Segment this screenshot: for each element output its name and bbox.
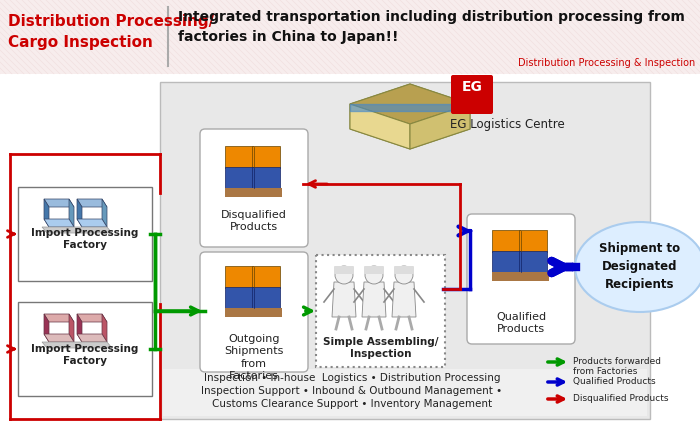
Text: Products forwarded
from Factories: Products forwarded from Factories — [573, 356, 661, 375]
FancyBboxPatch shape — [316, 255, 445, 367]
Text: Distribution Processing/
Cargo Inspection: Distribution Processing/ Cargo Inspectio… — [8, 14, 214, 50]
FancyBboxPatch shape — [252, 287, 280, 309]
Polygon shape — [362, 283, 386, 317]
Polygon shape — [44, 200, 74, 208]
FancyBboxPatch shape — [252, 147, 280, 169]
Text: Distribution Processing & Inspection: Distribution Processing & Inspection — [518, 58, 695, 68]
FancyBboxPatch shape — [160, 83, 650, 419]
FancyBboxPatch shape — [200, 252, 308, 372]
Text: Import Processing
Factory: Import Processing Factory — [32, 343, 139, 366]
FancyBboxPatch shape — [225, 287, 253, 309]
FancyBboxPatch shape — [252, 266, 280, 288]
FancyBboxPatch shape — [334, 266, 354, 274]
FancyBboxPatch shape — [18, 187, 152, 281]
FancyBboxPatch shape — [492, 251, 520, 273]
FancyBboxPatch shape — [225, 189, 282, 198]
FancyBboxPatch shape — [394, 266, 414, 274]
Ellipse shape — [575, 223, 700, 312]
Text: Disqualified
Products: Disqualified Products — [221, 209, 287, 232]
Text: EG: EG — [461, 80, 482, 94]
Text: Qualified
Products: Qualified Products — [496, 311, 546, 334]
FancyBboxPatch shape — [225, 308, 282, 317]
Polygon shape — [77, 200, 82, 227]
Text: Outgoing
Shipments
from
Factories: Outgoing Shipments from Factories — [224, 333, 284, 380]
FancyBboxPatch shape — [519, 251, 547, 273]
Polygon shape — [42, 342, 112, 348]
Circle shape — [335, 266, 353, 284]
Polygon shape — [410, 105, 470, 150]
Text: EG Logistics Centre: EG Logistics Centre — [450, 118, 565, 131]
Polygon shape — [77, 334, 107, 342]
Polygon shape — [392, 283, 416, 317]
FancyBboxPatch shape — [492, 230, 520, 252]
Circle shape — [395, 266, 413, 284]
Text: Qualified Products: Qualified Products — [573, 376, 656, 385]
Text: Simple Assembling/
Inspection: Simple Assembling/ Inspection — [323, 336, 439, 359]
Polygon shape — [350, 85, 470, 150]
FancyBboxPatch shape — [467, 215, 575, 344]
Polygon shape — [332, 283, 356, 317]
Polygon shape — [102, 200, 107, 227]
Polygon shape — [102, 314, 107, 342]
Text: Shipment to
Designated
Recipients: Shipment to Designated Recipients — [599, 241, 680, 290]
Polygon shape — [69, 200, 74, 227]
FancyBboxPatch shape — [18, 302, 152, 396]
Text: Disqualified Products: Disqualified Products — [573, 393, 668, 402]
FancyBboxPatch shape — [225, 168, 253, 190]
Polygon shape — [44, 200, 49, 227]
FancyBboxPatch shape — [200, 130, 308, 247]
FancyBboxPatch shape — [0, 0, 700, 75]
FancyBboxPatch shape — [451, 76, 493, 115]
Polygon shape — [44, 219, 74, 227]
Polygon shape — [44, 314, 49, 342]
Polygon shape — [42, 227, 112, 233]
Polygon shape — [77, 314, 82, 342]
FancyBboxPatch shape — [252, 168, 280, 190]
Polygon shape — [77, 219, 107, 227]
Polygon shape — [44, 314, 74, 322]
Circle shape — [365, 266, 383, 284]
Polygon shape — [44, 334, 74, 342]
Polygon shape — [69, 314, 74, 342]
Polygon shape — [350, 105, 410, 150]
Text: Integrated transportation including distribution processing from
factories in Ch: Integrated transportation including dist… — [178, 10, 685, 44]
FancyBboxPatch shape — [225, 266, 253, 288]
Polygon shape — [77, 200, 107, 208]
FancyBboxPatch shape — [225, 147, 253, 169]
FancyBboxPatch shape — [163, 369, 647, 416]
Polygon shape — [77, 314, 107, 322]
FancyBboxPatch shape — [519, 230, 547, 252]
FancyBboxPatch shape — [492, 272, 549, 281]
Text: Import Processing
Factory: Import Processing Factory — [32, 227, 139, 250]
Polygon shape — [350, 85, 470, 125]
Text: Customs Clearance Support • Inventory Management: Customs Clearance Support • Inventory Ma… — [212, 398, 492, 408]
FancyBboxPatch shape — [364, 266, 384, 274]
Text: Inspection • In-house  Logistics • Distribution Processing: Inspection • In-house Logistics • Distri… — [204, 372, 500, 382]
Text: Inspection Support • Inbound & Outbound Management •: Inspection Support • Inbound & Outbound … — [202, 385, 503, 395]
